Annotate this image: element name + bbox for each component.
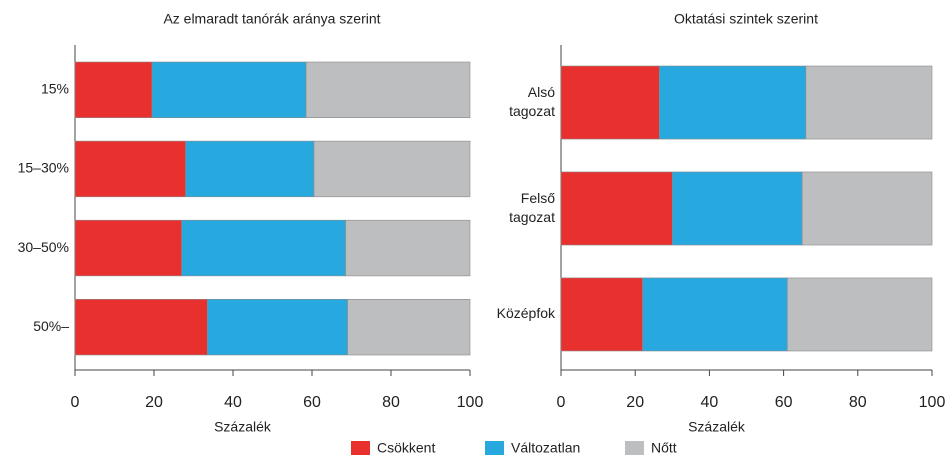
legend-label: Nőtt	[651, 440, 677, 456]
y-tick-label: Alsó tagozat	[509, 84, 555, 119]
y-tick-label-line: Alsó	[528, 84, 555, 100]
bar-segment	[74, 298, 208, 356]
bar-segment	[560, 65, 660, 140]
x-tick-label: 60	[775, 394, 793, 411]
x-tick-label: 60	[303, 394, 321, 411]
x-tick-label: 80	[849, 394, 867, 411]
x-tick-label: 0	[71, 394, 80, 411]
y-tick-label: 15–30%	[18, 160, 69, 176]
x-tick-label: 40	[701, 394, 719, 411]
bar-segment	[345, 219, 471, 277]
x-axis-label: Százalék	[688, 419, 746, 435]
bar-segment	[560, 277, 643, 352]
bar-segment	[313, 140, 471, 198]
bar-segment	[74, 140, 186, 198]
y-tick-label: 50%–	[33, 318, 69, 334]
x-tick-label: 100	[457, 394, 484, 411]
x-tick-label: 0	[557, 394, 566, 411]
x-tick-label: 100	[919, 394, 946, 411]
y-tick-label-line: Felső	[521, 190, 555, 206]
x-axis-label: Százalék	[214, 419, 272, 435]
bar-segment	[181, 219, 346, 277]
bar-segment	[151, 61, 307, 119]
bar-segment	[642, 277, 788, 352]
chart-title: Az elmaradt tanórák aránya szerint	[163, 11, 380, 27]
x-tick-label: 40	[224, 394, 242, 411]
bar-segment	[801, 171, 933, 246]
bar-segment	[560, 171, 673, 246]
y-tick-label: Felső tagozat	[509, 190, 555, 225]
y-tick-label-line: tagozat	[509, 103, 555, 119]
x-tick-label: 80	[382, 394, 400, 411]
x-tick-label: 20	[626, 394, 644, 411]
y-tick-label: 15%	[41, 81, 69, 97]
y-tick-label: 30–50%	[18, 239, 69, 255]
y-tick-label: Középfok	[497, 305, 556, 321]
bar-segment	[347, 298, 471, 356]
bar-segment	[185, 140, 315, 198]
bar-segment	[74, 61, 153, 119]
chart-title: Oktatási szintek szerint	[674, 11, 818, 27]
bar-segment	[671, 171, 803, 246]
bar-segment	[805, 65, 933, 140]
bar-segment	[305, 61, 471, 119]
bar-segment	[787, 277, 933, 352]
legend-label: Csökkent	[377, 440, 435, 456]
legend-swatch	[625, 441, 644, 455]
legend-swatch	[485, 441, 504, 455]
x-tick-label: 20	[145, 394, 163, 411]
bar-segment	[74, 219, 182, 277]
bar-segment	[659, 65, 807, 140]
legend-label: Változatlan	[511, 440, 580, 456]
bar-segment	[207, 298, 348, 356]
legend-swatch	[351, 441, 370, 455]
y-tick-label-line: tagozat	[509, 209, 555, 225]
